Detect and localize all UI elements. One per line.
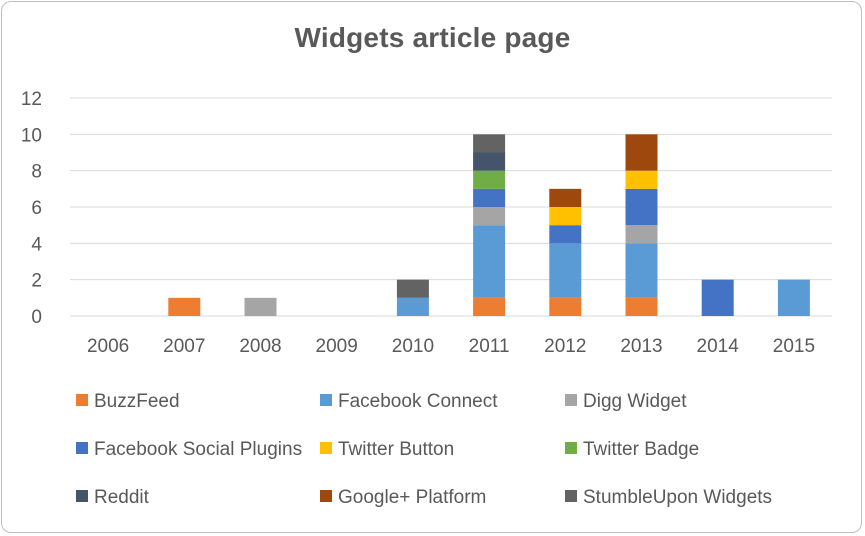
bar-2010-facebook-connect	[396, 297, 429, 316]
bar-2011-reddit	[473, 152, 506, 171]
bar-2008-digg-widget	[244, 297, 277, 316]
bar-2011-facebook-social-plugins	[473, 188, 506, 207]
bar-2013-twitter-button	[625, 170, 658, 189]
gridlines	[70, 97, 832, 317]
x-tick-label: 2015	[773, 336, 815, 357]
legend-swatch	[565, 442, 577, 454]
legend-swatch	[565, 394, 577, 406]
x-tick-label: 2014	[697, 336, 740, 357]
legend-swatch	[76, 394, 88, 406]
legend-swatch	[320, 442, 332, 454]
y-tick-label: 8	[31, 162, 42, 183]
bar-2013-facebook-connect	[625, 243, 658, 298]
legend: BuzzFeed Facebook Connect Digg Widget Faceb…	[76, 391, 772, 508]
bar-2013-digg-widget	[625, 225, 658, 244]
legend-label: StumbleUpon Widgets	[583, 487, 772, 508]
x-tick-label: 2012	[544, 336, 586, 357]
legend-label: Facebook Connect	[338, 391, 498, 412]
bar-2013-google-platform	[625, 134, 658, 171]
bar-2014-facebook-social-plugins	[701, 279, 734, 316]
bar-2011-buzzfeed	[473, 297, 506, 316]
bar-2011-digg-widget	[473, 207, 506, 226]
y-axis-tick-labels: 0 2 4 6 8 10 12	[21, 89, 43, 328]
legend-swatch	[320, 490, 332, 502]
legend-label: Google+ Platform	[338, 487, 486, 508]
bar-2013-facebook-social-plugins	[625, 188, 658, 226]
bar-2012-google-platform	[549, 188, 582, 207]
legend-label: Twitter Badge	[583, 439, 699, 460]
legend-swatch	[76, 442, 88, 454]
bar-2012-facebook-social-plugins	[549, 225, 582, 244]
x-tick-label: 2010	[392, 336, 434, 357]
legend-label: Twitter Button	[338, 439, 454, 460]
x-tick-label: 2007	[163, 336, 205, 357]
bar-2011-stumbleupon-widgets	[473, 134, 506, 153]
legend-swatch	[76, 490, 88, 502]
x-axis-tick-labels: 2006 2007 2008 2009 2010 2011 2012 2013 2014 2015	[87, 336, 815, 357]
x-tick-label: 2013	[620, 336, 662, 357]
legend-label: Facebook Social Plugins	[94, 439, 302, 460]
bar-2012-facebook-connect	[549, 243, 582, 298]
legend-label: BuzzFeed	[94, 391, 180, 412]
y-tick-label: 10	[21, 125, 42, 146]
y-tick-label: 4	[31, 234, 42, 255]
x-tick-label: 2009	[316, 336, 358, 357]
y-tick-label: 6	[31, 198, 42, 219]
bar-2011-twitter-badge	[473, 170, 506, 189]
y-tick-label: 12	[21, 89, 42, 110]
bar-2011-facebook-connect	[473, 225, 506, 298]
y-tick-label: 2	[31, 271, 42, 292]
bar-2007-buzzfeed	[168, 297, 201, 316]
bar-2010-stumbleupon-widgets	[396, 279, 429, 298]
legend-label: Reddit	[94, 487, 150, 508]
x-tick-label: 2008	[239, 336, 281, 357]
bar-2012-twitter-button	[549, 207, 582, 226]
legend-swatch	[320, 394, 332, 406]
bars	[168, 134, 810, 316]
legend-label: Digg Widget	[583, 391, 687, 412]
bar-2013-buzzfeed	[625, 297, 658, 316]
chart-title: Widgets article page	[294, 22, 571, 53]
y-tick-label: 0	[31, 307, 42, 328]
bar-2012-buzzfeed	[549, 297, 582, 316]
x-tick-label: 2011	[469, 336, 510, 357]
bar-2015-facebook-connect	[777, 279, 810, 316]
legend-swatch	[565, 490, 577, 502]
x-tick-label: 2006	[87, 336, 129, 357]
